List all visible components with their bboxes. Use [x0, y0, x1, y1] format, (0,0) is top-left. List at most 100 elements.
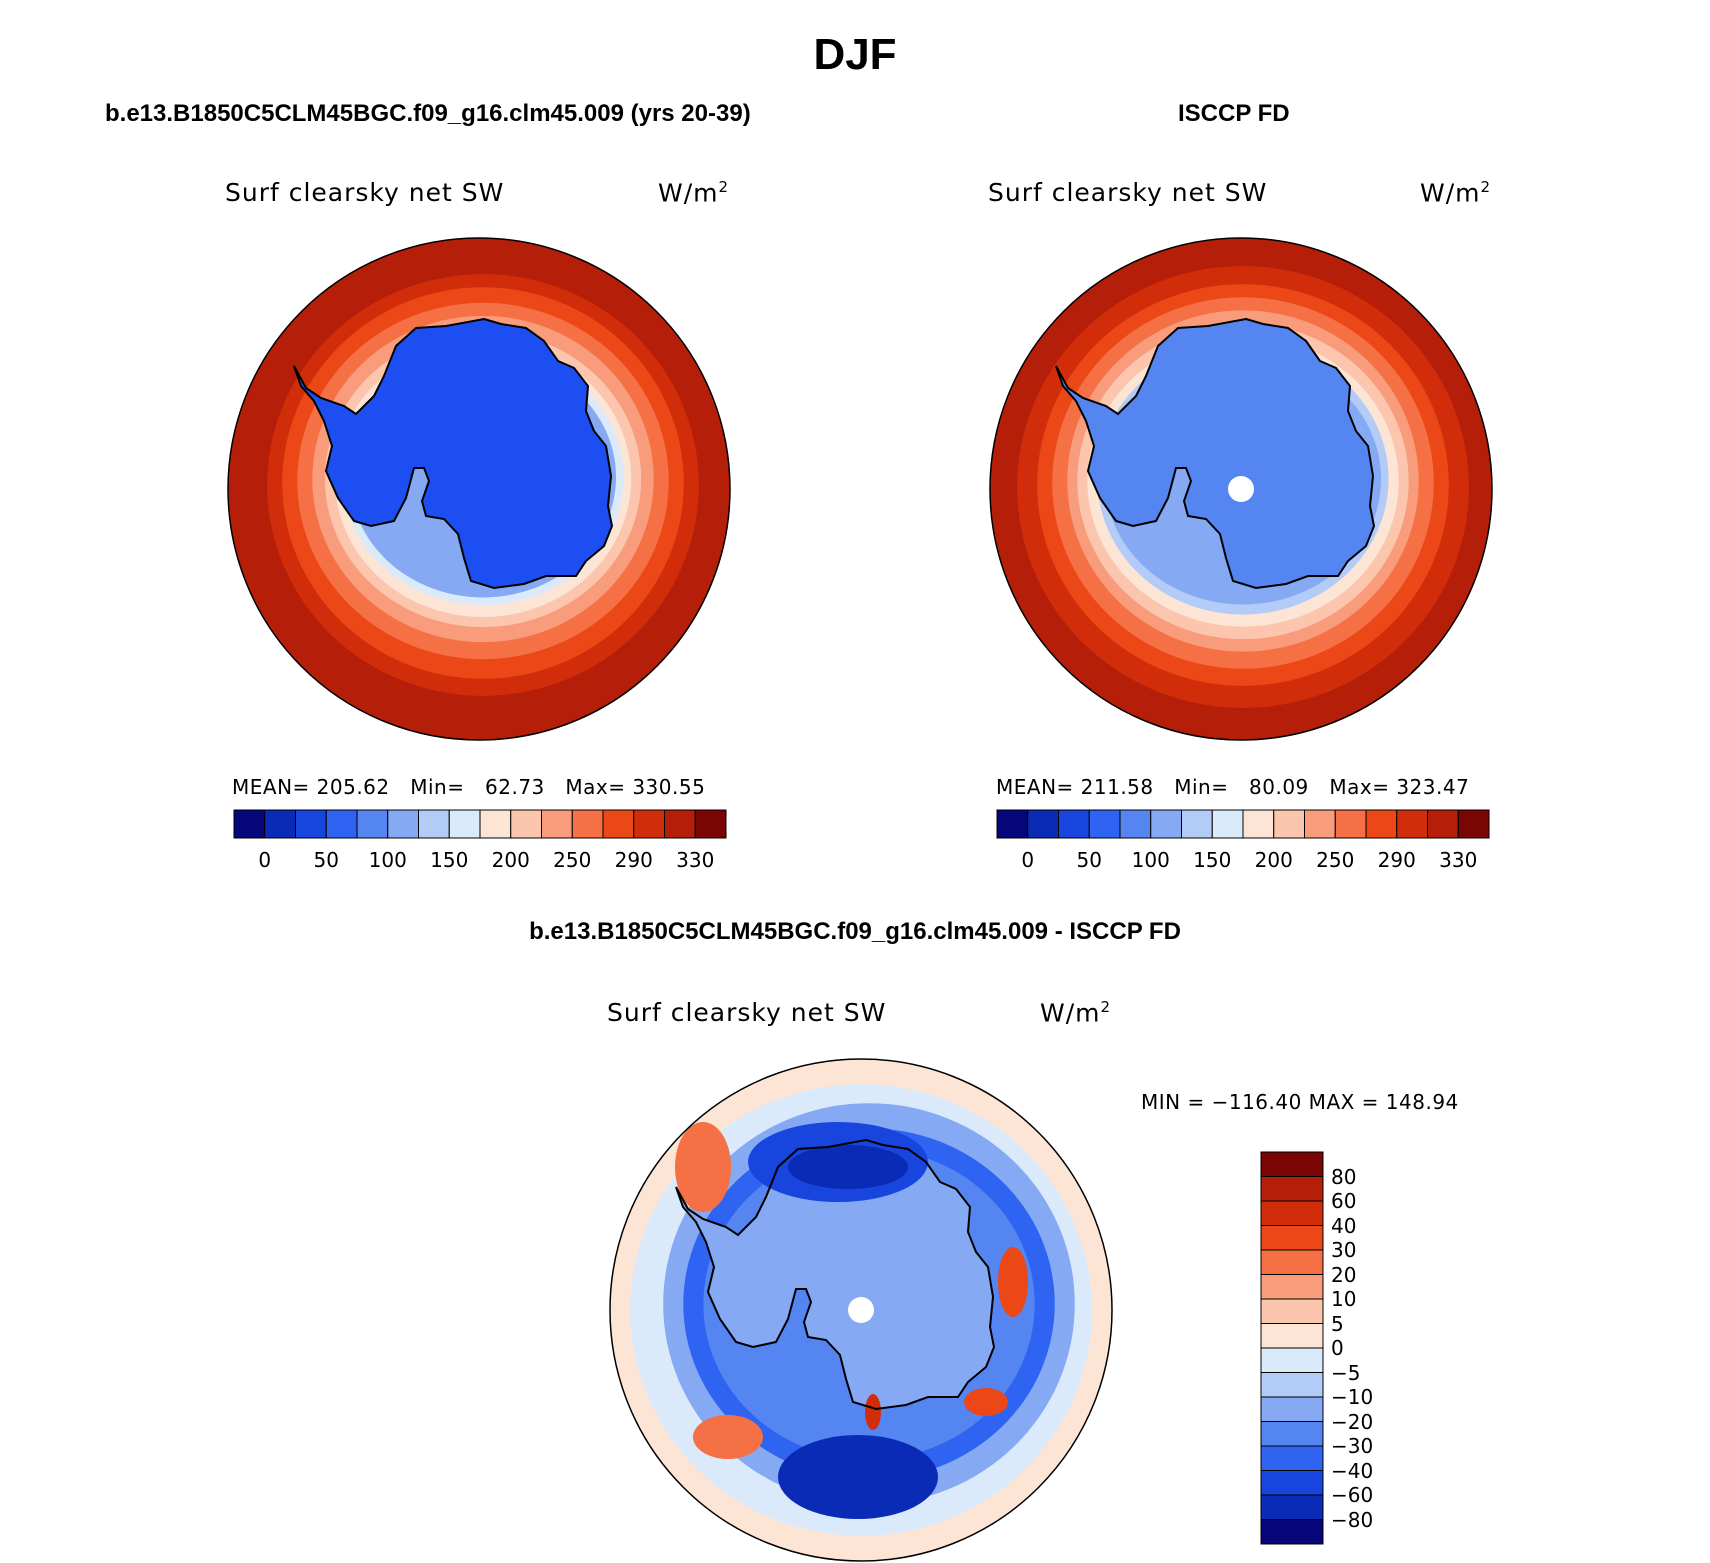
- panel-3-colorbar-tick-label: −40: [1331, 1458, 1374, 1483]
- panel-2-colorbar-box-9: [1242, 809, 1275, 839]
- panel-3-anomaly-8: [865, 1394, 881, 1430]
- panel-1-colorbar-box-3: [295, 809, 327, 839]
- panel-1-variable: Surf clearsky net SW: [225, 178, 505, 207]
- panel-3-ice-sheet: [676, 1140, 994, 1409]
- panel-2-colorbar-box-14: [1396, 809, 1428, 839]
- panel-2-colorbar: [996, 809, 1490, 839]
- panel-3-anomaly-2: [788, 1145, 908, 1189]
- panel-1-colorbar-box-16: [694, 809, 727, 839]
- panel-1-colorbar-box-14: [633, 809, 665, 839]
- panel-1-colorbar-box-5: [356, 809, 389, 839]
- panel-1-polar-map: [227, 237, 731, 741]
- panel-2-colorbar-box-11: [1304, 809, 1336, 839]
- panel-3-colorbar-box-2: [1260, 1176, 1324, 1202]
- panel-2-missing-pole: [1228, 476, 1254, 502]
- panel-3-colorbar-box-16: [1260, 1519, 1324, 1545]
- panel-3-anomaly-3: [778, 1435, 938, 1519]
- panel-3-colorbar-tick-label: 40: [1331, 1213, 1357, 1238]
- panel-1-stats: MEAN= 205.62 Min= 62.73 Max= 330.55: [232, 775, 706, 799]
- panel-1-colorbar-box-13: [602, 809, 635, 839]
- panel-1-colorbar-box-9: [479, 809, 512, 839]
- panel-3-colorbar-box-11: [1260, 1396, 1324, 1422]
- panel-2-colorbar-tick-label: 50: [1076, 848, 1102, 872]
- panel-3-colorbar-tick-label: −60: [1331, 1483, 1374, 1507]
- panel-3-colorbar-tick-label: 30: [1331, 1238, 1357, 1262]
- panel-3-colorbar-tick-label: 5: [1331, 1311, 1344, 1336]
- panel-3-anomaly-5: [693, 1415, 763, 1459]
- panel-3-colorbar-ticks: 80 60 40 30 20 10 5 0 −5 −10 −20 −30 −40 −60 −80: [1331, 1152, 1391, 1544]
- panel-3-anomaly-6: [998, 1247, 1028, 1317]
- panel-1-title: b.e13.B1850C5CLM45BGC.f09_g16.clm45.009 …: [105, 100, 751, 127]
- panel-1-colorbar-tick-label: 100: [368, 848, 407, 872]
- panel-1-colorbar-tick-label: 290: [614, 848, 653, 872]
- panel-2-colorbar-tick-label: 250: [1316, 848, 1355, 872]
- panel-1-colorbar-tick-label: 150: [430, 848, 469, 872]
- panel-1-ice-sheet: [294, 319, 612, 588]
- panel-1-colorbar-box-10: [510, 809, 542, 839]
- panel-3-coastline: [675, 1138, 996, 1411]
- panel-3-title: b.e13.B1850C5CLM45BGC.f09_g16.clm45.009 …: [529, 918, 1181, 945]
- panel-1-units: W/m2: [658, 178, 730, 208]
- panel-1-colorbar-box-4: [325, 809, 358, 839]
- panel-1-colorbar-box-11: [541, 809, 573, 839]
- panel-3-colorbar-box-3: [1260, 1200, 1324, 1226]
- figure-title: DJF: [813, 30, 897, 79]
- panel-1-colorbar-tick-label: 250: [553, 848, 592, 872]
- panel-1-colorbar-box-12: [571, 809, 604, 839]
- panel-2-ice-sheet: [1056, 319, 1374, 588]
- panel-1-colorbar-tick-label: 50: [313, 848, 339, 872]
- panel-2-colorbar-box-12: [1334, 809, 1367, 839]
- panel-2-colorbar-tick-label: 290: [1377, 848, 1416, 872]
- panel-3-anomaly-4: [675, 1122, 731, 1212]
- panel-3-colorbar-box-7: [1260, 1298, 1324, 1324]
- panel-2-colorbar-box-2: [1027, 809, 1059, 839]
- panel-2-colorbar-box-1: [996, 809, 1029, 839]
- panel-2-colorbar-box-16: [1457, 809, 1490, 839]
- panel-3-colorbar-tick-label: 80: [1331, 1164, 1357, 1189]
- panel-3-colorbar-tick-label: −80: [1331, 1507, 1374, 1532]
- panel-2-colorbar-box-10: [1273, 809, 1305, 839]
- panel-2-colorbar-tick-label: 150: [1193, 848, 1232, 872]
- panel-1-colorbar-box-6: [387, 809, 419, 839]
- panel-2-colorbar-tick-label: 100: [1131, 848, 1170, 872]
- panel-2-polar-map: [989, 237, 1493, 741]
- panel-3-colorbar-box-8: [1260, 1323, 1324, 1349]
- panel-3-missing-pole: [848, 1297, 874, 1323]
- panel-2-colorbar-tick-label: 330: [1439, 848, 1478, 872]
- panel-2-colorbar-box-6: [1150, 809, 1182, 839]
- panel-3-units: W/m2: [1040, 998, 1112, 1028]
- panel-3-variable: Surf clearsky net SW: [607, 998, 887, 1027]
- panel-3-colorbar-tick-label: 0: [1331, 1336, 1344, 1360]
- panel-2-variable: Surf clearsky net SW: [988, 178, 1268, 207]
- panel-1-colorbar-box-15: [664, 809, 696, 839]
- panel-2-map-border: [989, 237, 1493, 741]
- panel-2-colorbar-box-7: [1181, 809, 1213, 839]
- panel-3-colorbar-tick-label: −30: [1331, 1434, 1374, 1458]
- panel-2-colorbar-ticks: 0 50 100 150 200 250 290 330: [997, 848, 1489, 874]
- panel-3-colorbar-tick-label: −10: [1331, 1385, 1374, 1409]
- panel-2-colorbar-tick-label: 0: [1021, 848, 1035, 872]
- panel-2-colorbar-box-4: [1088, 809, 1121, 839]
- panel-1-colorbar-box-2: [264, 809, 296, 839]
- panel-1-colorbar-tick-label: 0: [258, 848, 272, 872]
- panel-2-colorbar-box-8: [1211, 809, 1244, 839]
- panel-1-field: [228, 238, 730, 740]
- panel-1-colorbar-tick-label: 330: [676, 848, 715, 872]
- panel-2-coastline: [1055, 317, 1376, 590]
- panel-3-colorbar-tick-label: −5: [1331, 1360, 1361, 1385]
- panel-3-colorbar-box-6: [1260, 1274, 1324, 1300]
- panel-1-colorbar-tick-label: 200: [491, 848, 530, 872]
- panel-2-colorbar-tick-label: 200: [1254, 848, 1293, 872]
- panel-1-colorbar-box-8: [448, 809, 481, 839]
- panel-2-title: ISCCP FD: [1178, 100, 1290, 127]
- panel-3-colorbar-box-10: [1260, 1372, 1324, 1398]
- panel-3-colorbar-tick-label: −20: [1331, 1409, 1374, 1434]
- panel-3-colorbar-tick-label: 10: [1331, 1287, 1357, 1311]
- panel-3-anomaly-7: [964, 1388, 1008, 1416]
- panel-3-colorbar-box-13: [1260, 1445, 1324, 1471]
- panel-1-colorbar-box-1: [233, 809, 266, 839]
- panel-3-colorbar-box-4: [1260, 1225, 1324, 1251]
- panel-2-stats: MEAN= 211.58 Min= 80.09 Max= 323.47: [996, 775, 1470, 799]
- panel-2-colorbar-box-15: [1427, 809, 1459, 839]
- panel-1-map-border: [227, 237, 731, 741]
